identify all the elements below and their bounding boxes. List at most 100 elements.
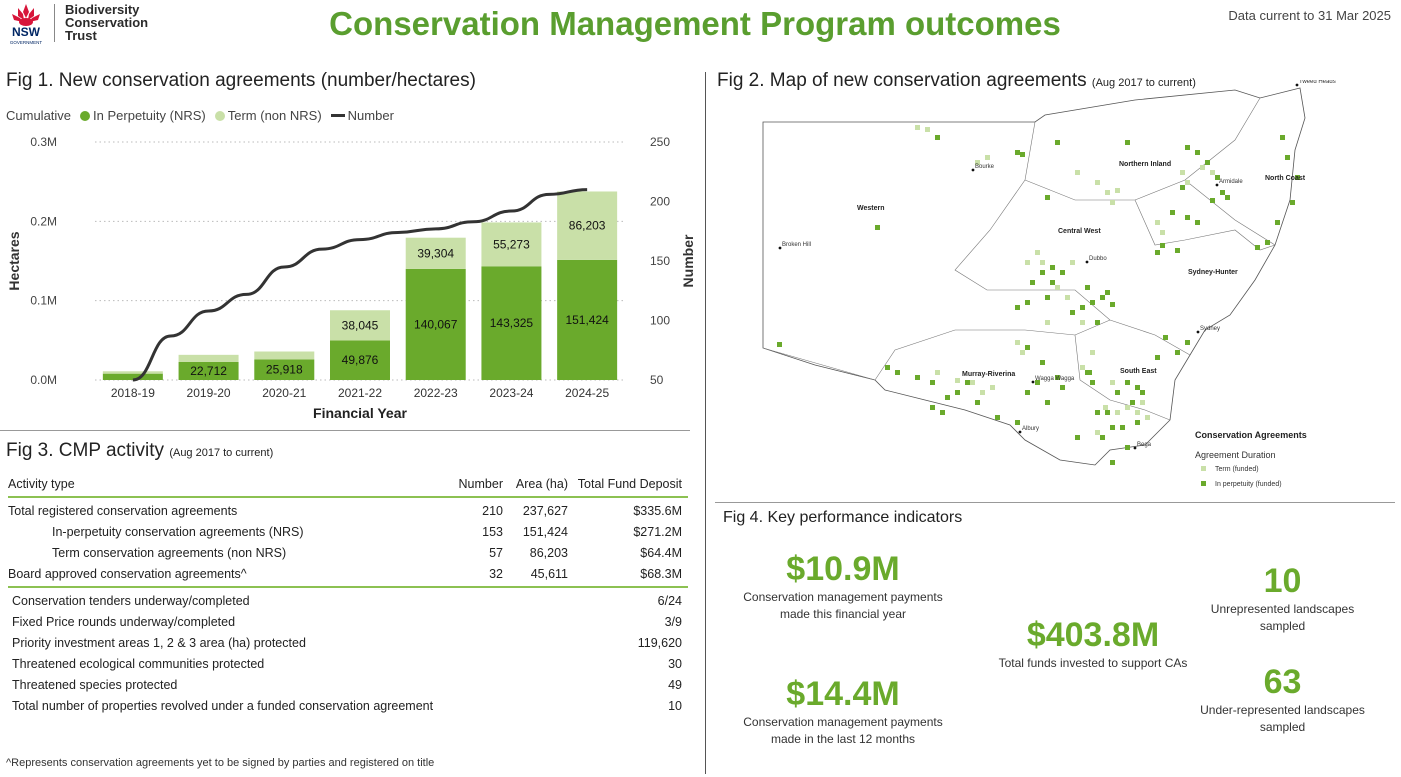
bar-term (481, 222, 542, 267)
map-marker-perpetuity (1025, 390, 1030, 395)
legend-number-swatch (330, 114, 345, 117)
town-dot (1085, 260, 1089, 264)
map-marker-term (980, 390, 985, 395)
map-marker-perpetuity (895, 370, 900, 375)
legend-prefix: Cumulative (6, 108, 72, 123)
region-central-west: Central West (1058, 228, 1101, 235)
map-marker-term (1145, 415, 1150, 420)
y-tick-label: 0.0M (30, 373, 57, 387)
x-tick-label: 2020-21 (262, 386, 306, 400)
map-marker-perpetuity (1110, 302, 1115, 307)
map-marker-perpetuity (1050, 265, 1055, 270)
table-row: Threatened ecological communities protec… (8, 653, 688, 674)
kpi-value: $10.9M (786, 550, 900, 588)
region-sydney-hunter: Sydney-Hunter (1188, 269, 1238, 276)
map-legend-subtitle: Agreement Duration (1195, 450, 1276, 460)
map-marker-term (1040, 260, 1045, 265)
map-marker-perpetuity (1163, 335, 1168, 340)
map-marker-perpetuity (955, 390, 960, 395)
map-marker-perpetuity (1095, 320, 1100, 325)
table-cell: 119,620 (637, 635, 682, 650)
bar-term (102, 371, 163, 374)
y-tick-label: 0.2M (30, 214, 57, 228)
town-dot (1018, 430, 1022, 434)
bar-perpetuity (254, 359, 315, 380)
map-marker-term (1045, 320, 1050, 325)
map-marker-term (955, 378, 960, 383)
map-legend-title: Conservation Agreements (1195, 430, 1307, 440)
map-marker-perpetuity (1050, 280, 1055, 285)
table-header: Activity type Number Area (ha) Total Fun… (8, 473, 688, 494)
x-tick-label: 2019-20 (187, 386, 231, 400)
y2-tick-label: 250 (650, 135, 670, 149)
map-marker-perpetuity (1185, 215, 1190, 220)
table-cell: Threatened ecological communities protec… (12, 656, 265, 671)
town-label: Wagga Wagga (1035, 376, 1075, 382)
header-activity-type: Activity type (8, 476, 75, 491)
table-cell: In-perpetuity conservation agreements (N… (52, 524, 304, 539)
map-marker-term (1115, 410, 1120, 415)
map-marker-perpetuity (1085, 285, 1090, 290)
map-marker-perpetuity (1220, 190, 1225, 195)
table-cell: Threatened species protected (12, 677, 178, 692)
map-marker-perpetuity (1155, 355, 1160, 360)
map-marker-perpetuity (1180, 185, 1185, 190)
kpi-total-funds: $403.8M Total funds invested to support … (968, 616, 1218, 672)
y2-axis-label: Number (680, 234, 696, 287)
bar-perpetuity (102, 373, 163, 380)
table-row: Total registered conservation agreements… (8, 500, 688, 521)
map-marker-term (970, 380, 975, 385)
logo-divider (54, 4, 55, 42)
map-marker-perpetuity (1100, 435, 1105, 440)
map-marker-perpetuity (935, 135, 940, 140)
table-cell: $64.4M (640, 545, 682, 560)
map-marker-term (1020, 350, 1025, 355)
divider-right (715, 502, 1395, 503)
fig1-title: Fig 1. New conservation agreements (numb… (6, 70, 476, 91)
map-marker-term (1075, 170, 1080, 175)
kpi-last-12-months: $14.4M Conservation management payments … (723, 675, 963, 748)
map-marker-perpetuity (1195, 150, 1200, 155)
kpi-value: $14.4M (786, 675, 900, 713)
fig1-chart: 0.0M 0.1M 0.2M 0.3M 50 100 150 200 250 Hectares Nu… (6, 135, 696, 421)
map-marker-perpetuity (1295, 175, 1300, 180)
map-marker-perpetuity (1060, 270, 1065, 275)
data-current-note: Data current to 31 Mar 2025 (1228, 8, 1391, 23)
bar-term (178, 354, 239, 362)
table-rule (8, 586, 688, 588)
map-marker-perpetuity (1210, 198, 1215, 203)
map-marker-perpetuity (1125, 140, 1130, 145)
map-marker-perpetuity (1055, 375, 1060, 380)
map-marker-perpetuity (1045, 195, 1050, 200)
map-marker-term (1110, 200, 1115, 205)
map-marker-term (1103, 405, 1108, 410)
map-marker-perpetuity (1120, 425, 1125, 430)
map-marker-perpetuity (1285, 155, 1290, 160)
table-row: In-perpetuity conservation agreements (N… (8, 521, 688, 542)
map-marker-term (935, 370, 940, 375)
map-marker-perpetuity (1040, 270, 1045, 275)
header-area: Area (ha) (515, 476, 568, 491)
table-cell: 49 (668, 677, 682, 692)
town-dot (1196, 330, 1200, 334)
bar-term (254, 351, 315, 360)
table-row: Total number of properties revolved unde… (8, 695, 688, 716)
y2-tick-label: 50 (650, 373, 664, 387)
map-marker-term (1070, 260, 1075, 265)
x-tick-label: 2018-19 (111, 386, 155, 400)
map-marker-perpetuity (1095, 410, 1100, 415)
y2-tick-label: 150 (650, 254, 670, 268)
map-marker-term (1210, 170, 1215, 175)
table-cell: 3/9 (664, 614, 682, 629)
map-marker-perpetuity (1125, 445, 1130, 450)
fig3-title: Fig 3. CMP activity (Aug 2017 to current… (6, 440, 274, 461)
bar-label-perpetuity: 143,325 (490, 316, 534, 330)
nsw-outline (762, 87, 1306, 466)
page-title: Conservation Management Program outcomes (329, 5, 1061, 42)
map-marker-perpetuity (1105, 290, 1110, 295)
x-tick-label: 2024-25 (565, 386, 609, 400)
region-north-coast: North Coast (1265, 175, 1306, 182)
header-fund: Total Fund Deposit (577, 476, 682, 491)
table-footnote: ^Represents conservation agreements yet … (6, 757, 435, 769)
map-marker-perpetuity (1175, 248, 1180, 253)
